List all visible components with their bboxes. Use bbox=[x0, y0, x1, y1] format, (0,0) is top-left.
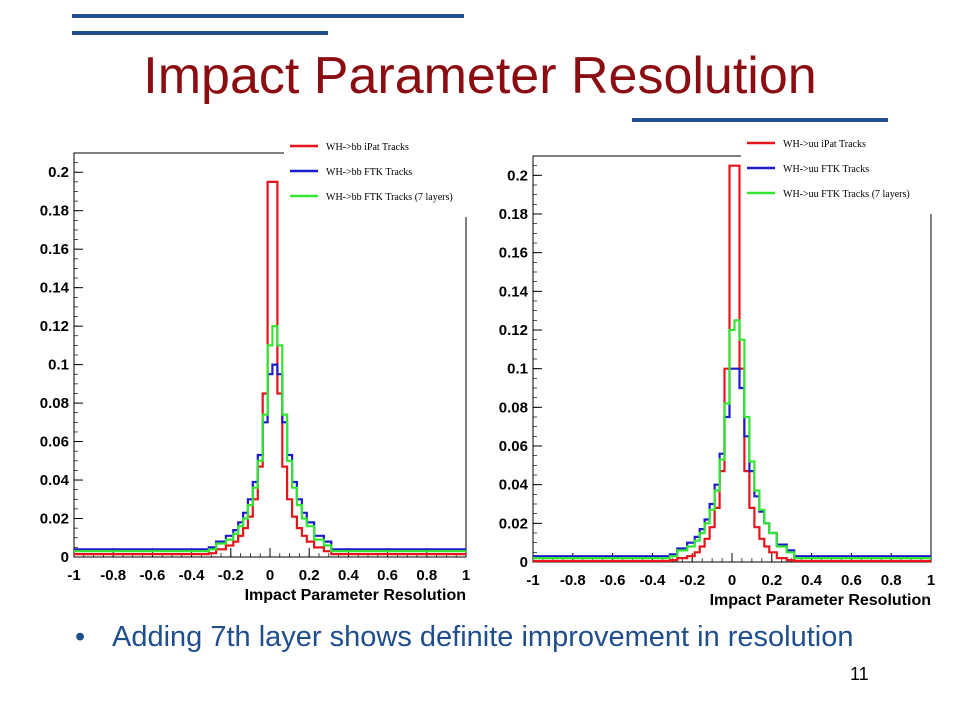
y-tick-label: 0.14 bbox=[499, 283, 529, 300]
x-tick-label: -0.8 bbox=[560, 572, 586, 589]
y-tick-label: 0.18 bbox=[40, 203, 69, 220]
x-tick-label: 0 bbox=[728, 572, 736, 589]
bullet-text: Adding 7th layer shows definite improvem… bbox=[112, 621, 854, 653]
series-line-1 bbox=[74, 180, 466, 556]
x-tick-label: 0.6 bbox=[841, 572, 862, 589]
plot-frame bbox=[73, 152, 467, 558]
x-tick-label: 0.4 bbox=[338, 567, 360, 584]
x-tick-label: -0.2 bbox=[679, 572, 705, 589]
x-tick-label: -1 bbox=[526, 572, 539, 589]
histogram-chart-bb: 0 0.02 0.04 0.06 0.08 0.1 0.12 0.14 0.16 0.18 0.2 -… bbox=[40, 136, 470, 604]
x-tick-label: -0.6 bbox=[139, 567, 165, 584]
legend-box bbox=[741, 133, 935, 214]
y-tick-label: 0.02 bbox=[499, 515, 528, 532]
x-tick-label: 1 bbox=[927, 572, 935, 589]
chart-panel-right: 0 0.02 0.04 0.06 0.08 0.1 0.12 0.14 0.16 0.18 0.2 -… bbox=[485, 130, 935, 610]
y-tick-label: 0.08 bbox=[499, 399, 528, 416]
y-tick-label: 0.1 bbox=[507, 361, 528, 378]
x-tick-label: -0.2 bbox=[218, 567, 244, 584]
series-line-1 bbox=[533, 164, 931, 563]
x-tick-label: 0.2 bbox=[299, 567, 320, 584]
legend-label: WH->bb FTK Tracks (7 layers) bbox=[326, 192, 453, 203]
decorative-rule-top-2 bbox=[72, 31, 328, 35]
x-tick-label: 0.8 bbox=[881, 572, 902, 589]
x-tick-label: 1 bbox=[462, 567, 470, 584]
y-tick-label: 0.16 bbox=[40, 241, 69, 258]
x-tick-label: -1 bbox=[67, 567, 80, 584]
x-tick-label: -0.8 bbox=[100, 567, 126, 584]
y-tick-label: 0.2 bbox=[507, 167, 528, 184]
slide-title: Impact Parameter Resolution bbox=[143, 47, 817, 105]
bullet-marker: • bbox=[75, 621, 86, 653]
legend-box bbox=[284, 136, 470, 217]
decorative-rule-mid-1 bbox=[632, 118, 888, 122]
y-tick-label: 0.2 bbox=[48, 164, 69, 181]
legend-label: WH->bb FTK Tracks bbox=[326, 167, 412, 178]
legend: WH->uu iPat Tracks WH->uu FTK Tracks WH->u… bbox=[741, 133, 935, 214]
x-tick-label: 0 bbox=[266, 567, 274, 584]
y-tick-label: 0.06 bbox=[40, 434, 69, 451]
y-tick-label: 0.12 bbox=[40, 318, 69, 335]
decorative-rule-top-1 bbox=[72, 14, 464, 18]
y-tick-label: 0.08 bbox=[40, 395, 69, 412]
x-axis-label: Impact Parameter Resolution bbox=[245, 587, 466, 603]
y-tick-label: 0.16 bbox=[499, 245, 528, 262]
x-tick-label: -0.4 bbox=[179, 567, 206, 584]
series-line-3 bbox=[533, 319, 931, 560]
x-tick-label: -0.4 bbox=[639, 572, 666, 589]
y-tick-label: 0.02 bbox=[40, 511, 69, 528]
slide-number: 11 bbox=[850, 664, 869, 684]
legend-label: WH->bb iPat Tracks bbox=[326, 142, 409, 153]
series-line-3 bbox=[74, 325, 466, 553]
x-tick-label: 0.6 bbox=[377, 567, 398, 584]
histogram-chart-uu: 0 0.02 0.04 0.06 0.08 0.1 0.12 0.14 0.16 0.18 0.2 -… bbox=[499, 133, 935, 609]
legend: WH->bb iPat Tracks WH->bb FTK Tracks WH->b… bbox=[284, 136, 470, 217]
legend-label: WH->uu FTK Tracks (7 layers) bbox=[783, 189, 910, 200]
y-tick-label: 0.1 bbox=[48, 357, 69, 374]
y-tick-label: 0.04 bbox=[499, 477, 529, 494]
y-tick-label: 0.12 bbox=[499, 322, 528, 339]
y-tick-label: 0 bbox=[61, 549, 69, 566]
y-tick-label: 0.18 bbox=[499, 206, 528, 223]
x-axis-label: Impact Parameter Resolution bbox=[710, 592, 931, 609]
x-tick-label: 0.4 bbox=[801, 572, 823, 589]
y-tick-label: 0 bbox=[520, 554, 528, 571]
chart-panel-left: 0 0.02 0.04 0.06 0.08 0.1 0.12 0.14 0.16 0.18 0.2 -… bbox=[30, 133, 470, 604]
y-tick-label: 0.06 bbox=[499, 438, 528, 455]
x-tick-label: -0.6 bbox=[600, 572, 626, 589]
x-tick-label: 0.2 bbox=[761, 572, 782, 589]
plot-frame bbox=[532, 155, 932, 563]
y-tick-label: 0.14 bbox=[40, 280, 70, 297]
x-tick-label: 0.8 bbox=[416, 567, 437, 584]
legend-label: WH->uu iPat Tracks bbox=[783, 139, 866, 150]
legend-label: WH->uu FTK Tracks bbox=[783, 164, 869, 175]
y-tick-label: 0.04 bbox=[40, 472, 70, 489]
